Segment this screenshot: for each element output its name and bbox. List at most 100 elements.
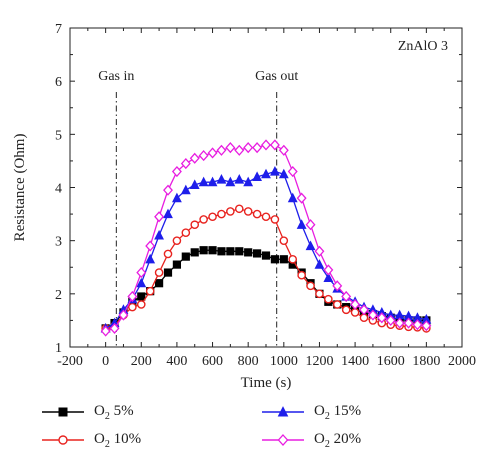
data-point [217,247,226,256]
data-point [243,176,254,187]
legend-item: O2 15% [260,402,361,422]
data-point [208,246,217,255]
data-point [136,300,146,309]
data-point [136,277,147,288]
data-point [269,139,280,151]
data-point [226,247,235,256]
series-o2-15- [100,166,432,333]
data-point [287,192,298,203]
y-tick-label: 3 [55,235,62,250]
x-axis-title: Time (s) [241,375,292,391]
data-point [137,292,146,301]
series-layer [100,139,432,337]
data-point [198,150,209,162]
data-point [332,280,343,292]
legend-swatch [262,434,304,446]
data-point [235,247,244,256]
annotation-label: Gas in [98,69,134,84]
data-point [269,166,280,176]
data-point [58,435,68,445]
data-point [305,240,316,251]
data-point [278,168,289,179]
data-point [181,228,191,237]
data-point [136,266,147,279]
data-point [234,144,245,156]
y-tick-label: 6 [55,75,62,90]
series-line [105,170,427,329]
data-point [145,253,156,264]
data-point [154,279,164,288]
data-point [180,157,191,170]
data-point [180,184,191,195]
x-tick-label: 1600 [377,354,405,369]
data-point [189,179,200,189]
data-point [305,219,316,231]
data-point [412,319,423,331]
legend-label: O2 5% [94,402,134,422]
data-point [234,204,244,214]
legend: O2 5% O2 10% O2 15% O2 20% [40,402,480,462]
y-tick-label: 1 [55,341,62,356]
data-point [172,260,182,269]
data-point [181,252,190,261]
x-tick-label: 400 [166,354,187,369]
data-point [421,320,432,332]
data-point [277,434,289,446]
data-point [252,171,263,181]
data-point [208,212,217,222]
series-o2-20- [100,139,432,337]
legend-swatch [42,435,84,445]
x-tick-label: -200 [57,354,83,369]
data-point [323,264,334,276]
data-point [359,304,369,316]
data-point [261,168,271,179]
data-point [145,240,156,252]
legend-label: O2 20% [314,430,362,450]
data-point [297,270,306,280]
data-point [394,317,405,329]
data-point [225,176,236,187]
x-tick-label: 1400 [341,354,369,369]
data-point [127,290,138,303]
data-point [252,209,262,219]
x-tick-label: 800 [238,354,259,369]
x-tick-label: 1000 [270,354,298,369]
y-tick-label: 4 [55,182,62,197]
data-point [367,309,378,321]
data-point [261,251,271,260]
data-point [163,268,173,277]
legend-item: O2 10% [40,430,141,450]
axes: -200 0 200 400 600 800 1000 1200 1400 1600 1800 200… [55,22,476,369]
chart-title: ZnAlO 3 [398,39,448,54]
data-point [217,209,226,219]
data-point [278,144,289,156]
data-point [252,249,262,258]
data-point [288,254,298,264]
data-point [332,300,342,309]
data-point [376,312,387,324]
data-point [216,174,227,184]
data-point [350,298,361,311]
data-point [154,268,164,277]
data-point [270,215,280,224]
data-point [296,219,307,229]
data-point [341,305,351,315]
data-point [207,176,218,187]
data-point [277,406,289,417]
data-point [198,176,209,187]
data-point [154,211,165,223]
data-point [323,272,334,282]
x-tick-label: 1800 [412,354,440,369]
data-point [100,325,111,337]
chart-svg: Gas in Gas out -200 0 200 400 600 800 1000 1200 1… [12,22,476,391]
data-point [163,208,173,219]
x-tick-label: 1200 [305,354,333,369]
data-point [225,142,236,154]
data-point [315,289,324,299]
data-point [341,290,352,303]
data-point [314,259,325,269]
data-point [403,317,414,329]
x-tick-label: 2000 [448,354,476,369]
data-point [314,245,325,257]
data-point [385,314,396,326]
